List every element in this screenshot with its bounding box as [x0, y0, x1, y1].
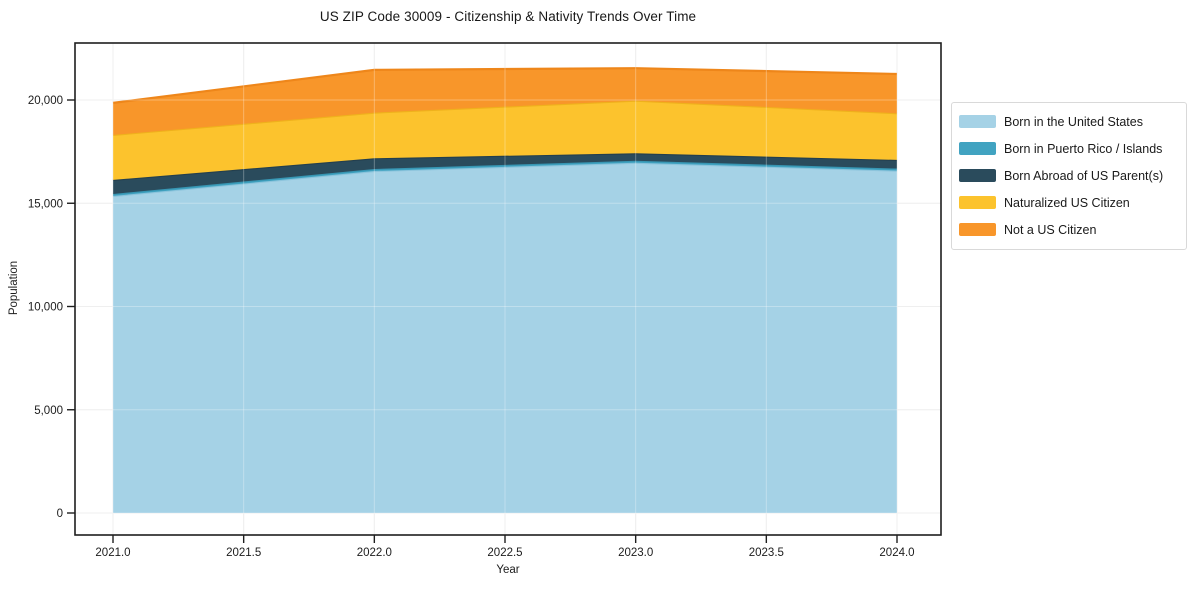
legend: Born in the United States Born in Puerto …	[951, 102, 1187, 250]
x-tick-label: 2023.5	[749, 547, 784, 559]
x-tick-label: 2023.0	[618, 547, 653, 559]
x-tick-label: 2024.0	[879, 547, 914, 559]
plot-border	[74, 42, 942, 536]
y-axis-label: Population	[8, 260, 20, 316]
legend-swatch-icon	[959, 196, 996, 209]
x-axis-label: Year	[496, 564, 520, 576]
legend-item: Born in Puerto Rico / Islands	[959, 135, 1178, 162]
legend-swatch-icon	[959, 115, 996, 128]
legend-label: Born Abroad of US Parent(s)	[1004, 168, 1164, 183]
area-not-a-us-citizen	[113, 68, 897, 135]
y-tick-label: 0	[57, 508, 63, 520]
legend-item: Born Abroad of US Parent(s)	[959, 162, 1178, 189]
x-tick-label: 2022.0	[357, 547, 392, 559]
legend-item: Naturalized US Citizen	[959, 189, 1178, 216]
legend-item: Born in the United States	[959, 108, 1178, 135]
x-tick-label: 2021.5	[226, 547, 261, 559]
legend-swatch-icon	[959, 169, 996, 182]
legend-item: Not a US Citizen	[959, 216, 1178, 243]
legend-label: Born in Puerto Rico / Islands	[1004, 141, 1163, 156]
area-edge	[112, 67, 898, 104]
legend-swatch-icon	[959, 223, 996, 236]
y-tick-label: 10,000	[28, 302, 63, 314]
y-tick-label: 20,000	[28, 95, 63, 107]
area-born-abroad-of-us-parent-s-	[113, 153, 897, 194]
area-born-in-the-united-states	[113, 162, 897, 513]
x-tick-label: 2021.0	[95, 547, 130, 559]
y-tick-label: 15,000	[28, 198, 63, 210]
legend-label: Naturalized US Citizen	[1004, 195, 1130, 210]
legend-label: Not a US Citizen	[1004, 222, 1097, 237]
chart-title: US ZIP Code 30009 - Citizenship & Nativi…	[319, 9, 697, 24]
legend-swatch-icon	[959, 142, 996, 155]
y-tick-label: 5,000	[34, 405, 63, 417]
area-naturalized-us-citizen	[113, 100, 897, 180]
x-tick-label: 2022.5	[487, 547, 522, 559]
legend-label: Born in the United States	[1004, 114, 1143, 129]
